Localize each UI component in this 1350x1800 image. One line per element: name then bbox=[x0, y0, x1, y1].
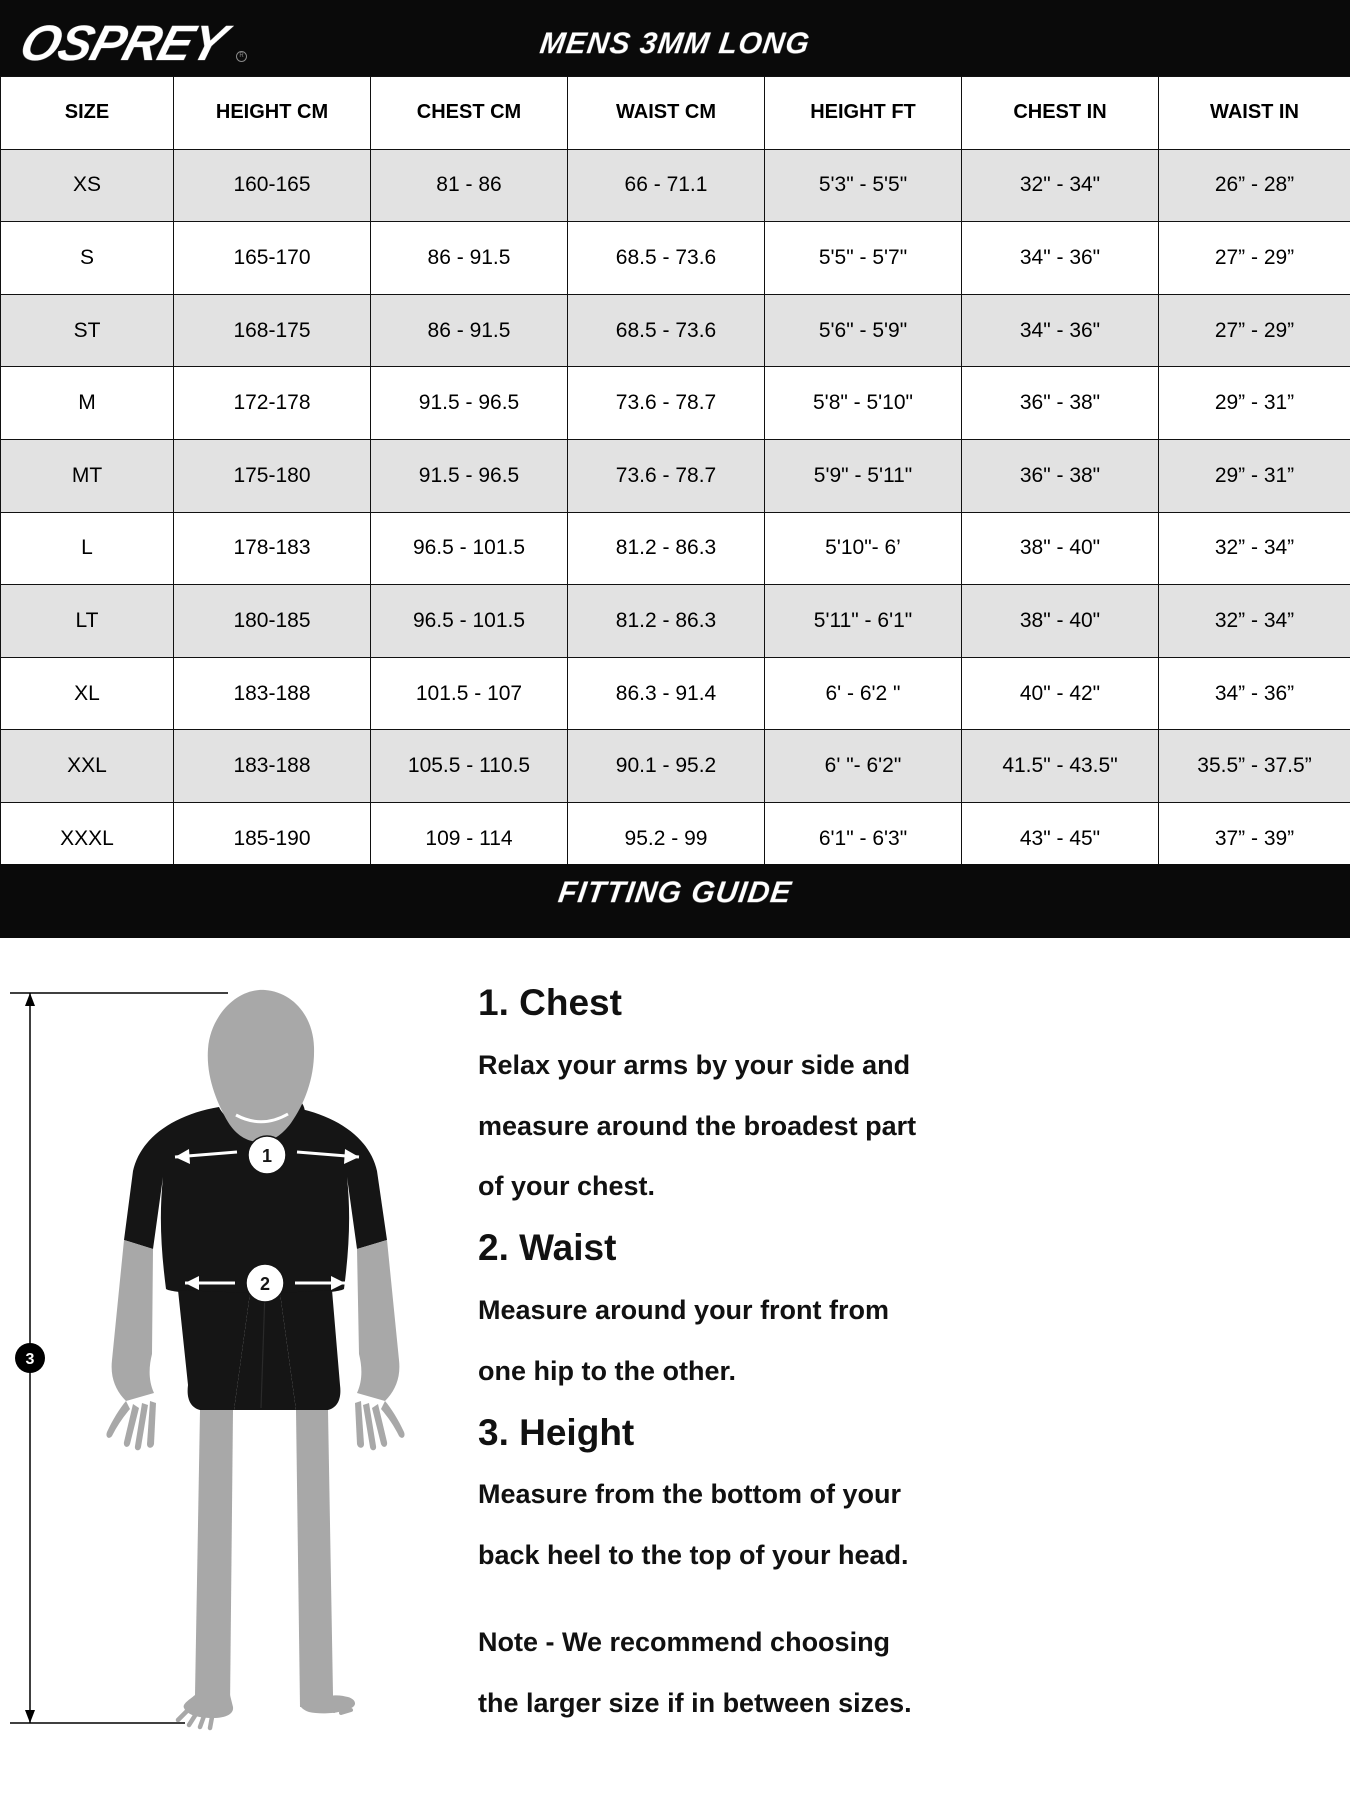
svg-text:3: 3 bbox=[26, 1351, 35, 1368]
svg-text:2: 2 bbox=[260, 1274, 270, 1294]
svg-text:1: 1 bbox=[262, 1146, 272, 1166]
